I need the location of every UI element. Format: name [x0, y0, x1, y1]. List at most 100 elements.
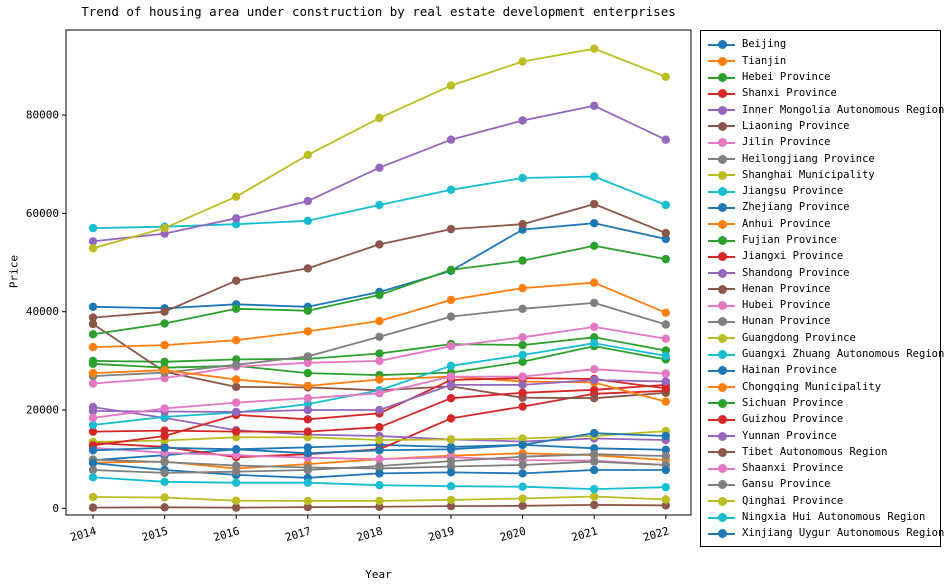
data-point [590, 339, 599, 348]
data-point [590, 241, 599, 250]
x-tick-label: 2014 [69, 524, 98, 544]
data-point [446, 495, 456, 505]
x-tick-label: 2017 [284, 524, 313, 544]
data-point [590, 375, 599, 385]
data-point [446, 482, 456, 491]
data-point [88, 302, 98, 311]
data-point [303, 196, 312, 206]
y-tick-label: 80000 [26, 109, 59, 122]
plot-frame [65, 29, 692, 516]
legend-line-marker-icon [708, 529, 735, 539]
data-point [518, 372, 527, 381]
data-point [661, 320, 670, 329]
legend-item-label: Inner Mongolia Autonomous Region [742, 103, 945, 116]
legend-line-marker-icon [708, 284, 735, 294]
data-point [232, 214, 241, 223]
data-point [661, 228, 670, 238]
data-point [518, 482, 527, 491]
data-point [88, 342, 98, 352]
legend-item: Jiangsu Province [708, 184, 936, 200]
data-point [375, 469, 384, 478]
legend-item: Guangdong Province [708, 330, 936, 346]
y-tick-label: 60000 [26, 207, 59, 220]
x-tick-label: 2016 [212, 524, 241, 544]
legend-item-label: Qinghai Province [742, 494, 844, 507]
data-point [661, 254, 670, 264]
data-point [446, 445, 456, 454]
data-point [303, 327, 312, 336]
data-point [518, 388, 527, 397]
x-tick-label: 2022 [642, 524, 671, 544]
data-point [590, 500, 599, 510]
legend-line-marker-icon [708, 154, 735, 164]
data-point [661, 397, 670, 406]
data-point [446, 312, 456, 321]
data-point [518, 283, 527, 293]
legend-item-label: Heilongjiang Province [742, 152, 875, 165]
data-point [232, 382, 241, 392]
legend-item-label: Ningxia Hui Autonomous Region [742, 511, 926, 524]
legend-line-marker-icon [708, 415, 735, 425]
data-point [375, 240, 384, 249]
data-point [446, 185, 456, 194]
data-point [590, 298, 599, 308]
data-point [88, 319, 98, 329]
data-point [661, 501, 670, 510]
data-point [88, 503, 98, 512]
data-point [661, 384, 670, 393]
data-point [88, 237, 98, 246]
data-point [160, 503, 169, 512]
y-tick-label: 20000 [26, 404, 59, 417]
data-point [661, 483, 670, 492]
data-point [446, 372, 456, 381]
data-point [661, 234, 670, 244]
legend-line-marker-icon [708, 56, 735, 66]
data-point [446, 81, 456, 90]
legend-item-label: Jiangxi Province [742, 250, 844, 263]
legend-item: Anhui Province [708, 216, 936, 232]
data-point [88, 359, 98, 368]
data-point [232, 427, 241, 436]
data-point [160, 223, 169, 233]
legend-item: Hainan Province [708, 363, 936, 379]
data-point [518, 434, 527, 443]
legend-item-label: Guangdong Province [742, 331, 856, 344]
legend-line-marker-icon [708, 333, 735, 343]
data-point [518, 116, 527, 125]
data-point [232, 192, 241, 201]
y-tick-label: 0 [52, 502, 59, 515]
data-point [446, 435, 456, 444]
data-point [518, 256, 527, 265]
data-point [590, 385, 599, 394]
data-point [160, 319, 169, 328]
legend-item: Liaoning Province [708, 118, 936, 134]
data-point [160, 366, 169, 375]
data-point [375, 290, 384, 300]
data-point [232, 496, 241, 505]
data-point [518, 340, 527, 350]
data-point [661, 72, 670, 82]
legend-item: Guizhou Province [708, 412, 936, 428]
data-point [303, 415, 312, 424]
data-point [590, 219, 599, 228]
legend-item-label: Zhejiang Province [742, 201, 850, 214]
x-tick-label: 2019 [427, 524, 456, 544]
legend-item-label: Hainan Province [742, 364, 837, 377]
data-point [661, 351, 670, 361]
data-point [375, 113, 384, 123]
data-point [303, 368, 312, 378]
data-point [232, 445, 241, 454]
data-point [303, 399, 312, 409]
data-point [518, 220, 527, 229]
data-point [661, 465, 670, 475]
legend-item: Tianjin [708, 53, 936, 69]
data-point [303, 443, 312, 452]
x-tick-label: 2021 [570, 524, 599, 544]
data-point [446, 394, 456, 403]
data-point [446, 414, 456, 423]
data-point [518, 494, 527, 503]
data-point [375, 446, 384, 455]
x-tick-label: 2018 [355, 524, 384, 544]
data-point [160, 443, 169, 452]
data-point [88, 458, 98, 468]
